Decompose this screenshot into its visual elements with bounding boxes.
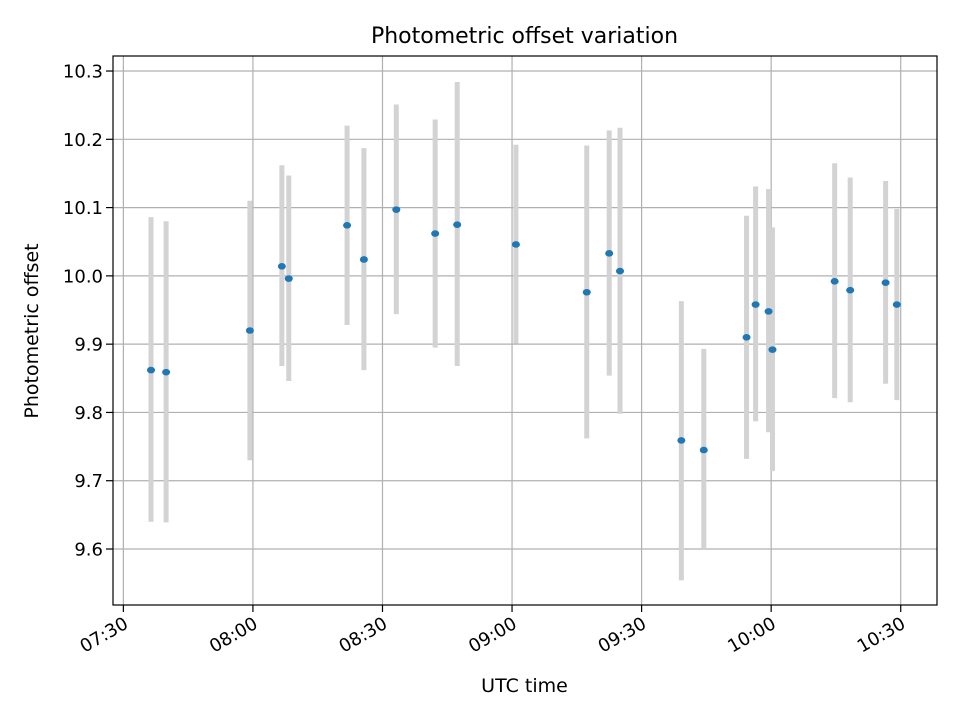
y-tick-label: 9.7 — [74, 471, 103, 492]
data-point — [764, 308, 773, 315]
data-point — [677, 437, 686, 444]
y-tick-label: 9.6 — [74, 540, 103, 561]
data-point — [245, 327, 254, 334]
data-point — [830, 278, 839, 285]
data-point — [162, 368, 171, 376]
data-point — [582, 288, 591, 296]
data-point — [343, 222, 352, 229]
data-point — [392, 206, 401, 213]
data-point — [892, 301, 901, 308]
data-point — [616, 267, 625, 275]
data-point — [699, 446, 708, 454]
data-point — [453, 221, 462, 228]
data-point — [605, 250, 614, 257]
data-point — [511, 241, 520, 248]
data-point — [277, 263, 286, 270]
y-tick-label: 9.9 — [74, 335, 103, 356]
data-point — [751, 301, 760, 308]
data-point — [431, 230, 440, 237]
y-axis-ticks: 9.6 9.7 9.8 9.9 10.0 10.1 10.2 10.3 — [63, 62, 113, 561]
y-tick-label: 10.1 — [63, 198, 103, 219]
plot-frame — [112, 55, 938, 606]
y-tick-label: 10.3 — [63, 62, 103, 83]
y-tick-label: 9.8 — [74, 403, 103, 424]
data-point — [742, 334, 751, 341]
data-point — [284, 275, 293, 282]
data-point — [768, 346, 777, 353]
y-tick-label: 10.2 — [63, 130, 103, 151]
data-points — [147, 206, 901, 454]
y-tick-label: 10.0 — [63, 266, 103, 287]
data-point — [881, 279, 890, 287]
x-axis-label: UTC time — [481, 675, 568, 697]
data-point — [359, 256, 368, 263]
chart-title: Photometric offset variation — [371, 24, 678, 49]
y-axis-label: Photometric offset — [21, 243, 43, 418]
data-point — [147, 366, 156, 374]
data-point — [846, 286, 855, 294]
